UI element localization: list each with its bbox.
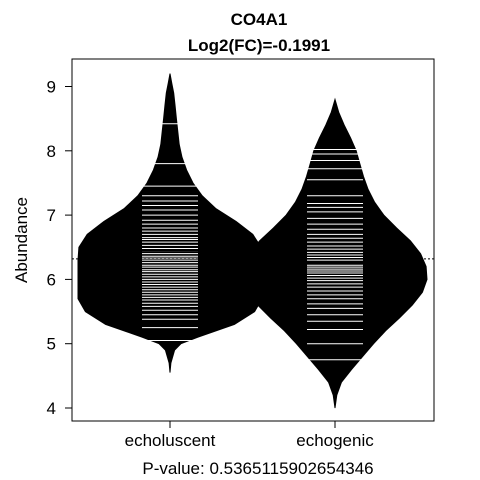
y-tick-label: 6: [47, 270, 56, 289]
y-tick-label: 5: [47, 335, 56, 354]
x-axis: echoluscent echogenic: [125, 420, 374, 450]
y-tick-label: 8: [47, 142, 56, 161]
x-axis-label: P-value: 0.5365115902654346: [142, 459, 373, 478]
beans-layer: [77, 73, 428, 409]
y-axis-label: Abundance: [12, 197, 31, 283]
y-tick-label: 7: [47, 206, 56, 225]
chart-subtitle: Log2(FC)=-0.1991: [188, 36, 330, 55]
y-tick-label: 4: [47, 399, 56, 418]
bean-density-echogenic: [242, 97, 428, 409]
x-tick-label: echoluscent: [125, 431, 216, 450]
y-tick-label: 9: [47, 78, 56, 97]
x-tick-label: echogenic: [296, 431, 374, 450]
chart-title: CO4A1: [231, 10, 288, 29]
y-axis: 4 5 6 7 8 9: [47, 78, 73, 418]
